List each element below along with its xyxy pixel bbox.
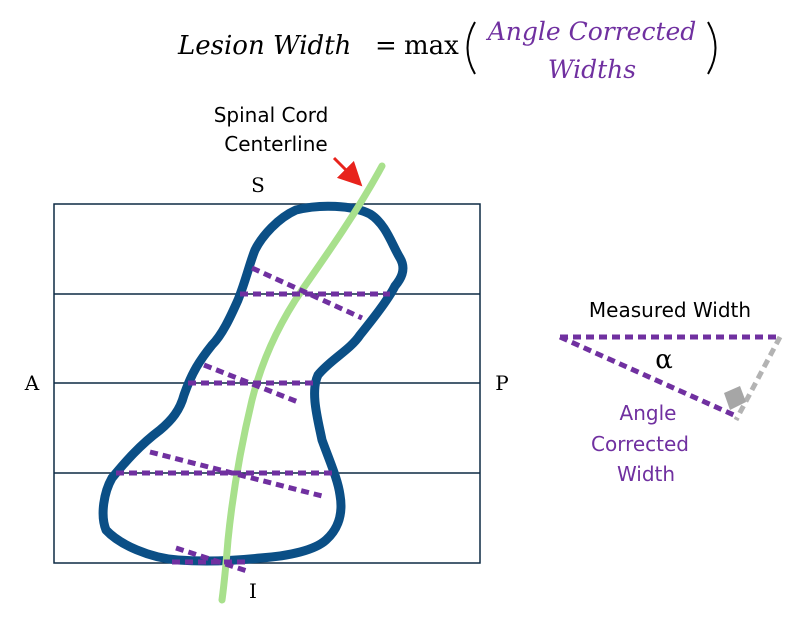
formula-close-paren <box>707 21 717 75</box>
angle-symbol: α <box>655 345 673 375</box>
centerline-label-line2: Centerline <box>224 132 327 156</box>
angle-corrected-label-line2: Corrected <box>591 432 689 456</box>
corrected-width-line-2 <box>203 362 299 405</box>
centerline-label: Spinal Cord Centerline <box>214 103 329 156</box>
right-angle-marker <box>724 386 746 410</box>
centerline-label-line1: Spinal Cord <box>214 103 329 127</box>
angle-inset: Measured Width α Angle Corrected Width <box>558 298 783 486</box>
formula-max: max <box>404 31 459 61</box>
label-anterior: A <box>24 371 40 395</box>
label-inferior: I <box>249 579 257 603</box>
angle-corrected-label-line3: Width <box>617 462 675 486</box>
formula-lhs: Lesion Width <box>177 31 351 61</box>
formula: Lesion Width = max Angle Corrected Width… <box>177 17 717 84</box>
corrected-width-line-3 <box>149 449 327 500</box>
inset-corrected-line <box>558 334 738 419</box>
formula-arg-line2: Widths <box>548 55 636 84</box>
measured-width-label: Measured Width <box>589 298 751 322</box>
corrected-width-line-1 <box>250 265 364 321</box>
label-superior: S <box>251 173 265 197</box>
width-lines <box>116 265 390 575</box>
formula-equals: = <box>375 31 397 61</box>
formula-arg-line1: Angle Corrected <box>486 17 697 46</box>
formula-open-paren <box>466 21 476 75</box>
angle-corrected-label-line1: Angle <box>620 401 677 425</box>
lesion-outline <box>98 201 408 566</box>
label-posterior: P <box>495 371 508 395</box>
inset-perpendicular-line <box>733 335 783 422</box>
centerline-arrow <box>332 156 363 187</box>
